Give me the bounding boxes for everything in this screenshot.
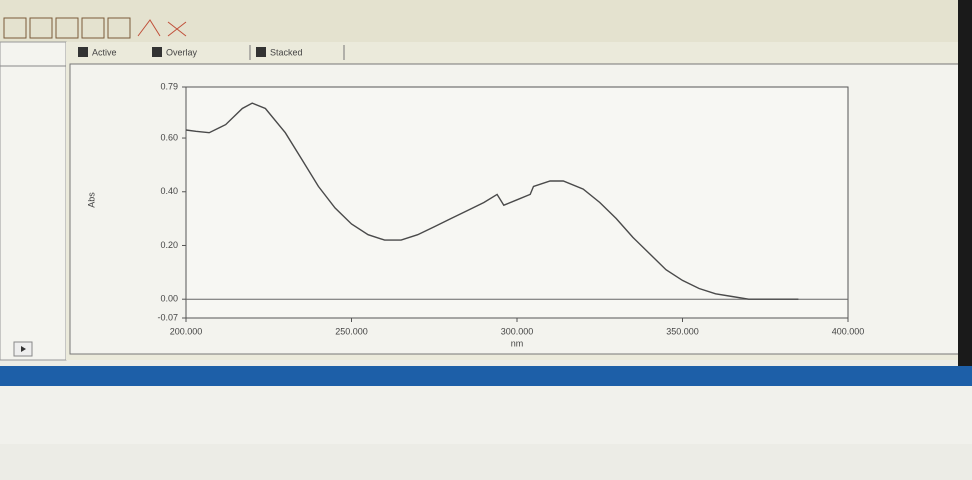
- x-tick-label: 250.000: [335, 326, 368, 336]
- lower-pane: [0, 386, 972, 444]
- plot-area: [186, 87, 848, 318]
- tab-icon: [152, 47, 162, 57]
- tab[interactable]: Overlay: [166, 47, 198, 57]
- tab[interactable]: Stacked: [270, 47, 303, 57]
- x-tick-label: 400.000: [832, 326, 865, 336]
- y-tick-label: -0.07: [157, 312, 178, 322]
- x-axis-label: nm: [511, 338, 524, 348]
- x-tick-label: 200.000: [170, 326, 203, 336]
- x-tick-label: 300.000: [501, 326, 534, 336]
- y-tick-label: 0.60: [160, 132, 178, 142]
- tab-icon: [256, 47, 266, 57]
- screen: Active Overlay Stacked Abs nm 200.000 250…: [0, 0, 972, 480]
- status-bar: [0, 366, 972, 386]
- y-tick-label: 0.79: [160, 81, 178, 91]
- toolbar: [0, 0, 972, 42]
- tab-icon: [78, 47, 88, 57]
- y-tick-label: 0.40: [160, 186, 178, 196]
- x-tick-label: 350.000: [666, 326, 699, 336]
- app-window: Active Overlay Stacked Abs nm 200.000 250…: [0, 0, 972, 480]
- tab[interactable]: Active: [92, 47, 117, 57]
- screen-edge: [958, 0, 972, 366]
- y-axis-label: Abs: [86, 192, 96, 208]
- y-tick-label: 0.20: [160, 240, 178, 250]
- left-panel: [0, 42, 66, 360]
- y-tick-label: 0.00: [160, 294, 178, 304]
